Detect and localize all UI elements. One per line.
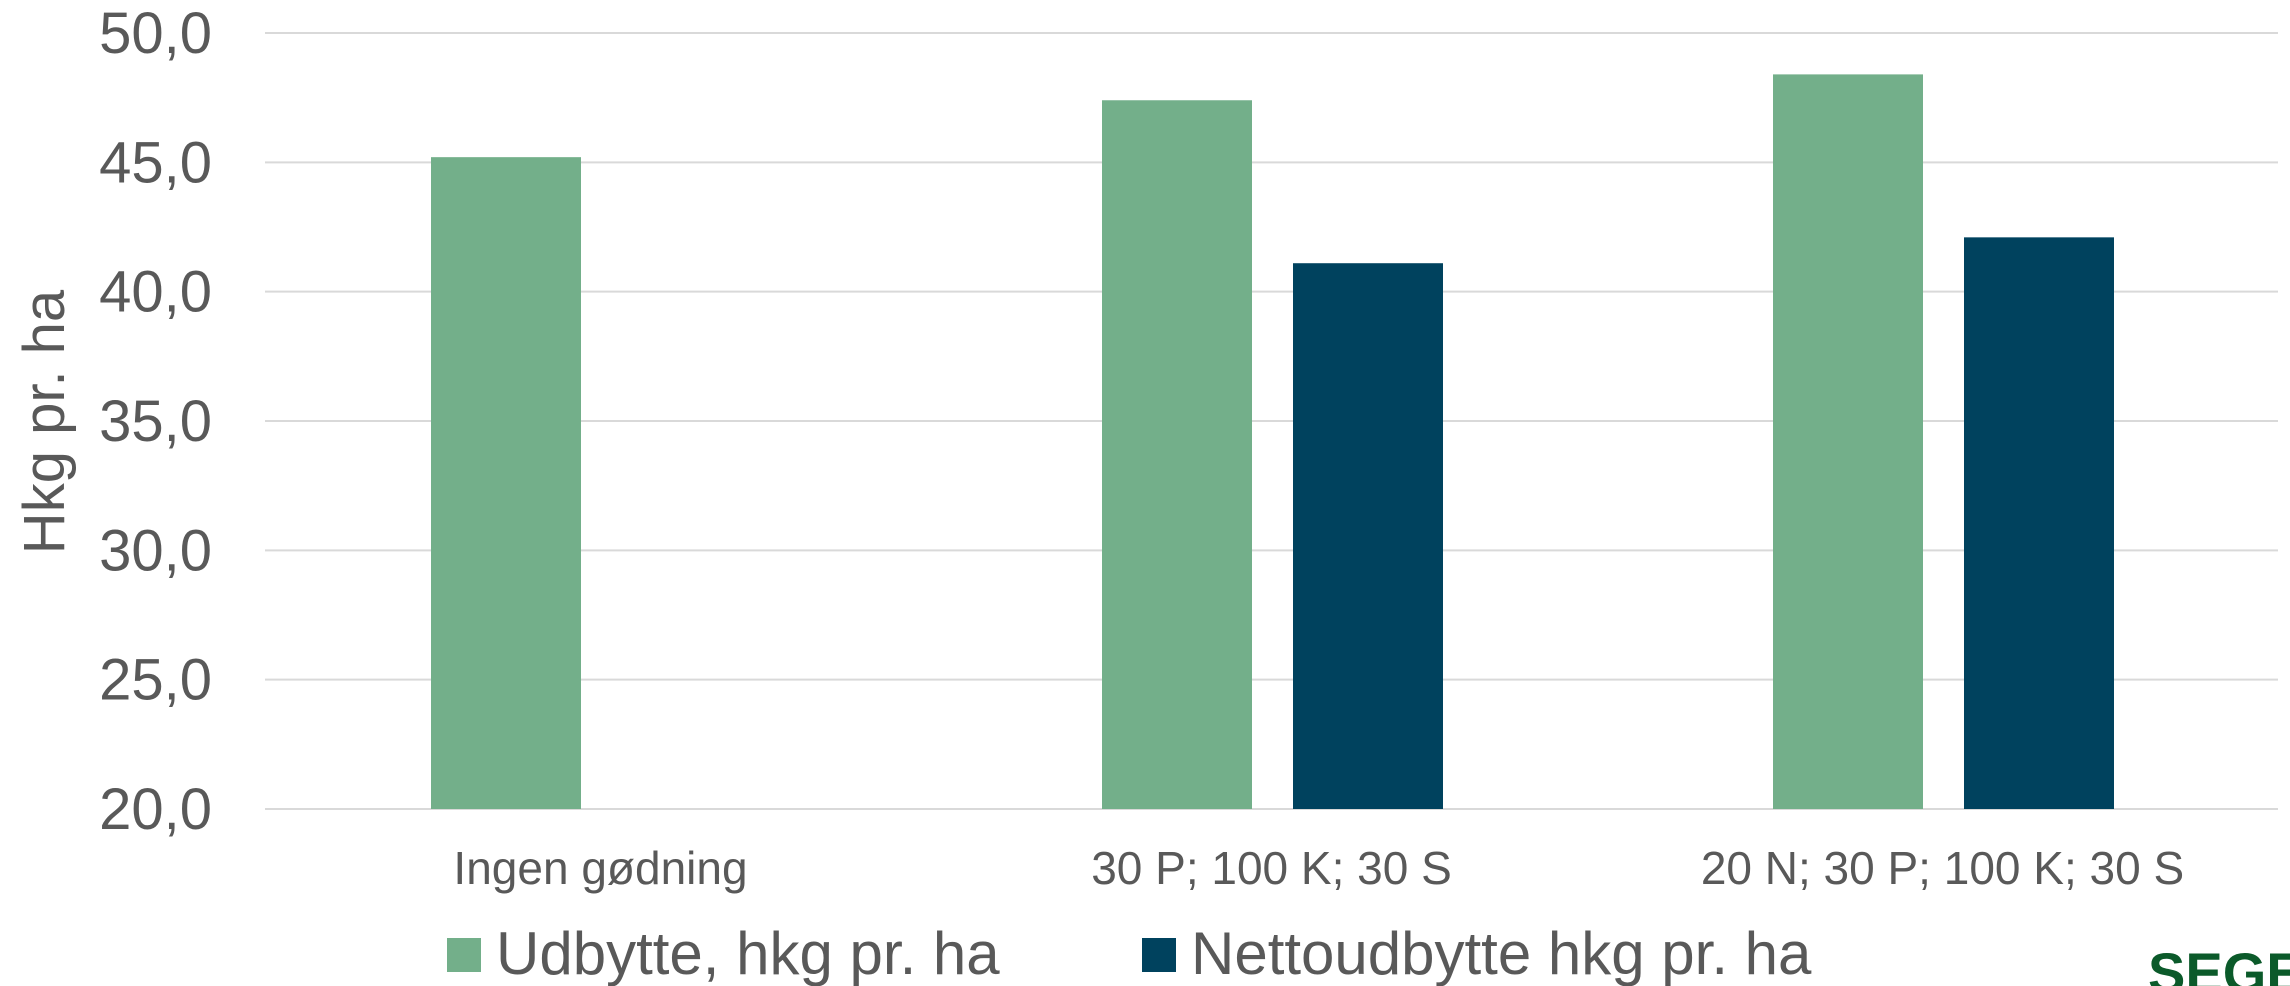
bar-udbytte-0 — [431, 157, 581, 809]
y-tick-label: 25,0 — [99, 648, 212, 713]
bar-nettoudbytte-2 — [1964, 237, 2114, 809]
bar-nettoudbytte-1 — [1293, 263, 1443, 809]
bar-udbytte-1 — [1102, 100, 1252, 809]
y-tick-label: 20,0 — [99, 777, 212, 842]
y-tick-label: 40,0 — [99, 260, 212, 325]
y-axis-title: Hkg pr. ha — [12, 289, 77, 554]
x-category-label: 20 N; 30 P; 100 K; 30 S — [1701, 842, 2184, 894]
y-tick-label: 45,0 — [99, 130, 212, 195]
y-tick-label: 50,0 — [99, 1, 212, 66]
bars — [431, 74, 2114, 810]
legend: Udbytte, hkg pr. ha Nettoudbytte hkg pr.… — [447, 920, 1812, 986]
seges-logo: SEGES — [2148, 941, 2290, 986]
legend-label-nettoudbytte: Nettoudbytte hkg pr. ha — [1191, 920, 1812, 986]
y-tick-label: 35,0 — [99, 389, 212, 454]
x-axis-categories: Ingen gødning 30 P; 100 K; 30 S 20 N; 30 P… — [453, 842, 2184, 894]
bar-udbytte-2 — [1773, 74, 1923, 810]
x-category-label: 30 P; 100 K; 30 S — [1091, 842, 1452, 894]
y-tick-label: 30,0 — [99, 518, 212, 583]
legend-swatch-udbytte — [447, 938, 481, 972]
x-category-label: Ingen gødning — [453, 842, 747, 894]
gridlines — [265, 32, 2278, 810]
legend-label-udbytte: Udbytte, hkg pr. ha — [496, 920, 1000, 986]
y-axis-ticks: 20,0 25,0 30,0 35,0 40,0 45,0 50,0 — [99, 1, 212, 842]
legend-swatch-nettoudbytte — [1142, 938, 1176, 972]
